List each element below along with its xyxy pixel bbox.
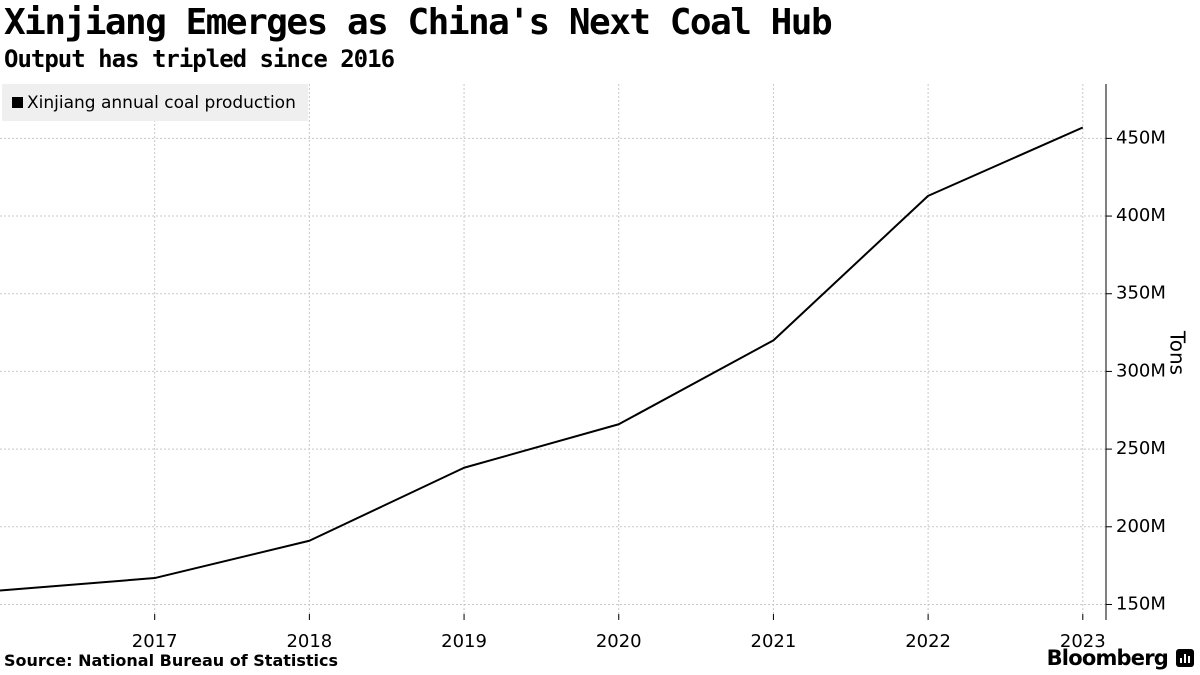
x-tick-label: 2023 [1060, 631, 1106, 652]
chart-title: Xinjiang Emerges as China's Next Coal Hu… [4, 2, 833, 43]
y-tick-label: 150M [1116, 593, 1166, 614]
bloomberg-terminal-icon [1176, 649, 1194, 667]
chart-subtitle: Output has tripled since 2016 [4, 45, 395, 73]
data-point-2020 [617, 422, 621, 426]
source-note: Source: National Bureau of Statistics [4, 651, 339, 670]
horizontal-gridlines [0, 137, 1106, 605]
legend-swatch [12, 97, 23, 108]
brand-logo: Bloomberg [1047, 646, 1194, 670]
y-tick-label: 350M [1116, 283, 1166, 304]
legend: Xinjiang annual coal production [2, 84, 308, 121]
x-tick-label: 2020 [596, 631, 642, 652]
data-point-2021 [771, 338, 775, 342]
y-tick-label: 300M [1116, 360, 1166, 381]
data-point-2022 [926, 194, 930, 198]
data-point-2017 [153, 576, 157, 580]
y-tick-label: 200M [1116, 516, 1166, 537]
y-tick-label: 250M [1116, 438, 1166, 459]
vertical-gridlines [154, 84, 1084, 620]
y-tick-label: 450M [1116, 127, 1166, 148]
legend-label: Xinjiang annual coal production [27, 92, 296, 113]
x-tick-label: 2019 [441, 631, 487, 652]
data-point-2019 [462, 466, 466, 470]
series-line-0 [0, 126, 1084, 592]
y-tick-label: 400M [1116, 205, 1166, 226]
x-tick-label: 2018 [286, 631, 332, 652]
y-tick-labels: 150M 200M 250M 300M 350M 400M 450M [1116, 127, 1166, 614]
x-tick-label: 2017 [132, 631, 178, 652]
data-point-2016 [0, 588, 2, 592]
x-tick-label: 2021 [751, 631, 797, 652]
x-tick-label: 2022 [905, 631, 951, 652]
x-tick-labels: 2017 2018 2019 2020 2021 2022 2023 [132, 631, 1106, 652]
data-point-2018 [307, 539, 311, 543]
brand-name: Bloomberg [1046, 646, 1169, 670]
data-point-2023 [1081, 126, 1085, 130]
y-axis-title: Tons [1166, 330, 1190, 375]
series-layer [0, 126, 1085, 592]
axis-layer [154, 84, 1112, 620]
